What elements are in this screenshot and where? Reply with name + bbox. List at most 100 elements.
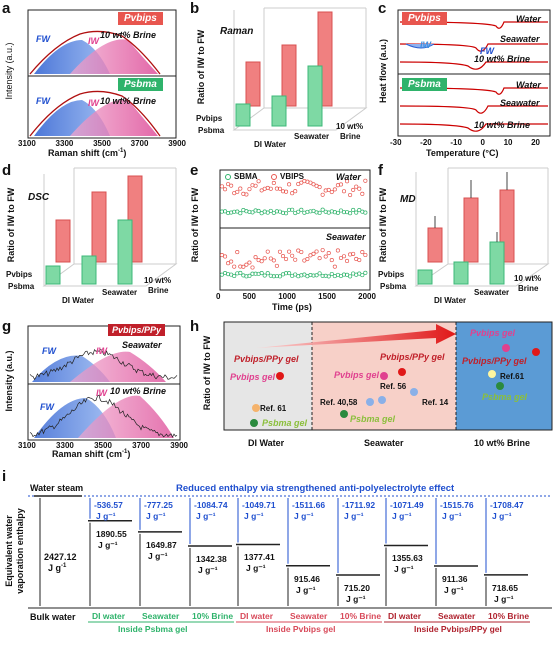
e-point <box>268 208 273 213</box>
f-ylabel: Ratio of IW to FW <box>378 187 388 263</box>
a-bottom-cond: 10 wt% Brine <box>100 96 157 106</box>
b-bars <box>235 11 333 127</box>
d-bar-pvbips-di <box>55 219 71 263</box>
e-point <box>256 208 261 214</box>
a-xtick: 3300 <box>55 139 74 148</box>
h-point <box>378 396 386 404</box>
e-point <box>320 207 325 212</box>
panel-label-e: e <box>190 162 199 179</box>
e-xtick: 500 <box>242 292 256 301</box>
c-bottom-seawater: Seawater <box>500 98 540 108</box>
e-point <box>311 182 316 187</box>
e-point <box>293 272 298 277</box>
i-item-label: Seawater <box>438 611 476 621</box>
g-bottom-iw: IW <box>96 388 107 398</box>
h-point <box>276 372 284 380</box>
e-point <box>357 186 362 191</box>
e-point <box>253 255 258 260</box>
e-point <box>271 210 276 215</box>
c-xtick: -10 <box>450 138 462 147</box>
d-ylabel: Ratio of IW to FW <box>6 187 16 263</box>
panel-g: g Pvbips/PPy Seawater FW IW 10 wt% Brine… <box>0 318 188 459</box>
e-point <box>265 210 270 215</box>
e-point <box>265 249 270 254</box>
i-delta-unit: J g⁻¹ <box>196 511 216 521</box>
e-legend-vbips: VBIPS <box>280 172 305 181</box>
e-point <box>329 258 334 263</box>
i-delta: -1708.47 <box>490 500 524 510</box>
e-point <box>348 211 353 216</box>
panel-h: h Ratio of IW to FW Pvbips/PPy gel Pvbip… <box>186 318 554 458</box>
h-point <box>496 382 504 390</box>
f-bar-pvbips-di <box>427 227 443 263</box>
i-item-label: 10% Brine <box>340 611 382 621</box>
e-point <box>247 273 252 278</box>
e-point <box>250 210 255 215</box>
panel-d-plot <box>42 167 178 287</box>
d-bar-psbma-di <box>45 265 61 285</box>
e-top-sbma-series <box>219 207 368 216</box>
g-xlabel: Raman shift (cm-1) <box>52 449 130 459</box>
e-point <box>293 257 298 262</box>
i-value: 718.65 <box>492 582 518 593</box>
h-lab-ref61a: Ref. 61 <box>260 404 287 413</box>
i-value-unit: J g⁻¹ <box>296 584 316 595</box>
panel-e-plot <box>219 169 371 291</box>
e-point <box>308 180 313 185</box>
e-point <box>329 189 334 195</box>
b-bar-psbma-di <box>235 103 251 127</box>
e-point <box>317 210 322 215</box>
g-top-cond: Seawater <box>122 340 162 350</box>
i-ylabel: Equivalent water vaporation enthalpy <box>4 496 26 606</box>
i-item-label: Seawater <box>290 611 328 621</box>
e-point <box>338 208 344 213</box>
e-point <box>335 248 340 253</box>
e-point <box>287 271 292 276</box>
b-bar-pvbips-sea <box>281 44 297 107</box>
i-value-unit: J g⁻¹ <box>394 564 414 575</box>
e-point <box>256 179 261 184</box>
a-xlabel-text: Raman shift (cm <box>48 148 119 158</box>
f-title: MD <box>400 194 416 205</box>
g-xtick: 3300 <box>56 441 74 450</box>
panel-c: c Heat flow (a.u.) Pvbips Water Seawater… <box>376 0 554 160</box>
e-point <box>259 271 264 276</box>
a-top-fw: FW <box>36 34 50 44</box>
c-xlabel: Temperature (°C) <box>426 148 499 158</box>
i-delta: -777.25 <box>144 500 173 510</box>
h-point <box>488 370 496 378</box>
d-cat-3: 10 wt% <box>144 276 172 285</box>
e-point <box>265 271 270 276</box>
e-point <box>235 250 240 255</box>
c-xticks: -30 -20 -10 0 10 20 <box>390 138 540 147</box>
e-point <box>354 210 359 215</box>
e-point <box>348 274 353 279</box>
e-point <box>229 259 234 264</box>
e-ylabel: Ratio of IW to FW <box>190 187 200 263</box>
b-cat-3: 10 wt% <box>336 122 364 131</box>
panel-label-a: a <box>2 0 11 17</box>
e-point <box>317 185 322 190</box>
panel-label-b: b <box>190 0 200 17</box>
f-row-1: Pvbips <box>378 270 405 279</box>
h-lab-ps1: Psbma gel <box>262 418 308 428</box>
g-noise-top <box>29 348 178 381</box>
e-xtick: 2000 <box>358 292 376 301</box>
c-iw: IW <box>420 40 431 50</box>
e-point <box>363 178 368 183</box>
h-lab-ppy1: Pvbips/PPy gel <box>234 354 299 364</box>
a-ylabel: Intensity (a.u.) <box>4 42 14 100</box>
i-item-label: 10% Brine <box>192 611 234 621</box>
e-point <box>311 251 316 256</box>
i-value-unit: J g⁻¹ <box>148 550 168 561</box>
a-bottom-iw: IW <box>88 98 99 108</box>
g-xtick: 3900 <box>170 441 188 450</box>
e-xticks: 0 500 1000 1500 2000 <box>216 292 376 301</box>
e-point <box>262 273 267 278</box>
i-group-label: Inside Pvbips gel <box>266 624 336 634</box>
panel-b: b Raman Ratio of IW to FW Pvbips Psbma D… <box>186 0 376 160</box>
i-value: 715.20 <box>344 582 370 593</box>
h-point <box>398 368 406 376</box>
e-point <box>287 182 292 187</box>
e-point <box>247 187 252 192</box>
